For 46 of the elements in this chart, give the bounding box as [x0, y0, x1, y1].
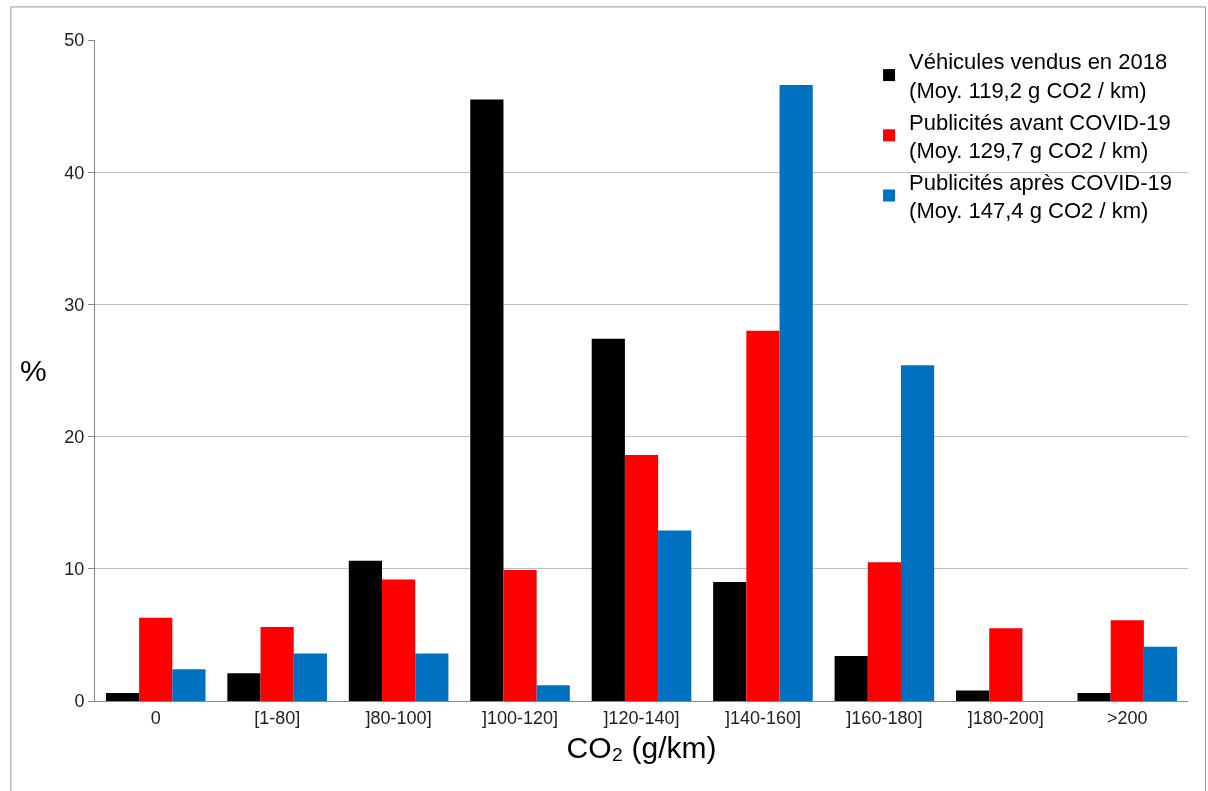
bar — [172, 669, 206, 701]
x-tick-label: >200 — [1107, 707, 1148, 728]
x-tick-label: ]80-100] — [365, 707, 432, 728]
y-tick-label: 0 — [74, 691, 85, 712]
y-tick-label: 30 — [64, 294, 85, 315]
bar — [1077, 693, 1111, 701]
bar — [900, 365, 935, 701]
x-tick-label: ]140-160] — [724, 707, 801, 728]
y-tick-label: 20 — [64, 426, 85, 447]
bar — [867, 562, 901, 701]
legend-label: Véhicules vendus en 2018 (Moy. 119,2 g CO2 / km) — [909, 49, 1168, 103]
bar — [746, 330, 780, 701]
bar — [658, 530, 692, 701]
bar — [834, 656, 868, 701]
bar — [293, 653, 327, 701]
bar — [260, 626, 294, 701]
bar — [139, 617, 173, 701]
bar — [1143, 646, 1178, 701]
bar — [415, 653, 449, 701]
bar — [105, 693, 140, 701]
bar — [227, 673, 261, 701]
bar — [713, 582, 747, 701]
bar — [470, 99, 504, 701]
legend-label: Publicités après COVID-19 (Moy. 147,4 g CO2 / km) — [909, 169, 1172, 224]
bar — [503, 570, 537, 701]
bar — [1110, 620, 1144, 701]
y-axis-title: % — [20, 354, 47, 387]
x-axis-title: CO₂ (g/km) — [566, 731, 717, 765]
y-tick-label: 40 — [64, 162, 85, 183]
x-tick-label: ]120-140] — [603, 707, 680, 728]
x-tick-label: ]160-180] — [846, 707, 923, 728]
y-tick-label: 50 — [64, 30, 85, 51]
bar — [348, 560, 383, 701]
bar — [989, 628, 1023, 701]
bar — [536, 685, 570, 701]
bar — [591, 338, 625, 701]
x-tick-label: ]100-120] — [482, 707, 559, 728]
x-tick-label: 0 — [150, 707, 161, 728]
bar — [624, 455, 659, 701]
bar — [779, 84, 813, 701]
x-tick-label: [1-80] — [254, 707, 301, 728]
x-tick-label: ]180-200] — [967, 707, 1044, 728]
legend-label: Publicités avant COVID-19 (Moy. 129,7 g CO2 / km) — [909, 109, 1171, 164]
bar — [382, 579, 416, 701]
y-tick-label: 10 — [64, 559, 85, 580]
bar — [956, 690, 990, 701]
